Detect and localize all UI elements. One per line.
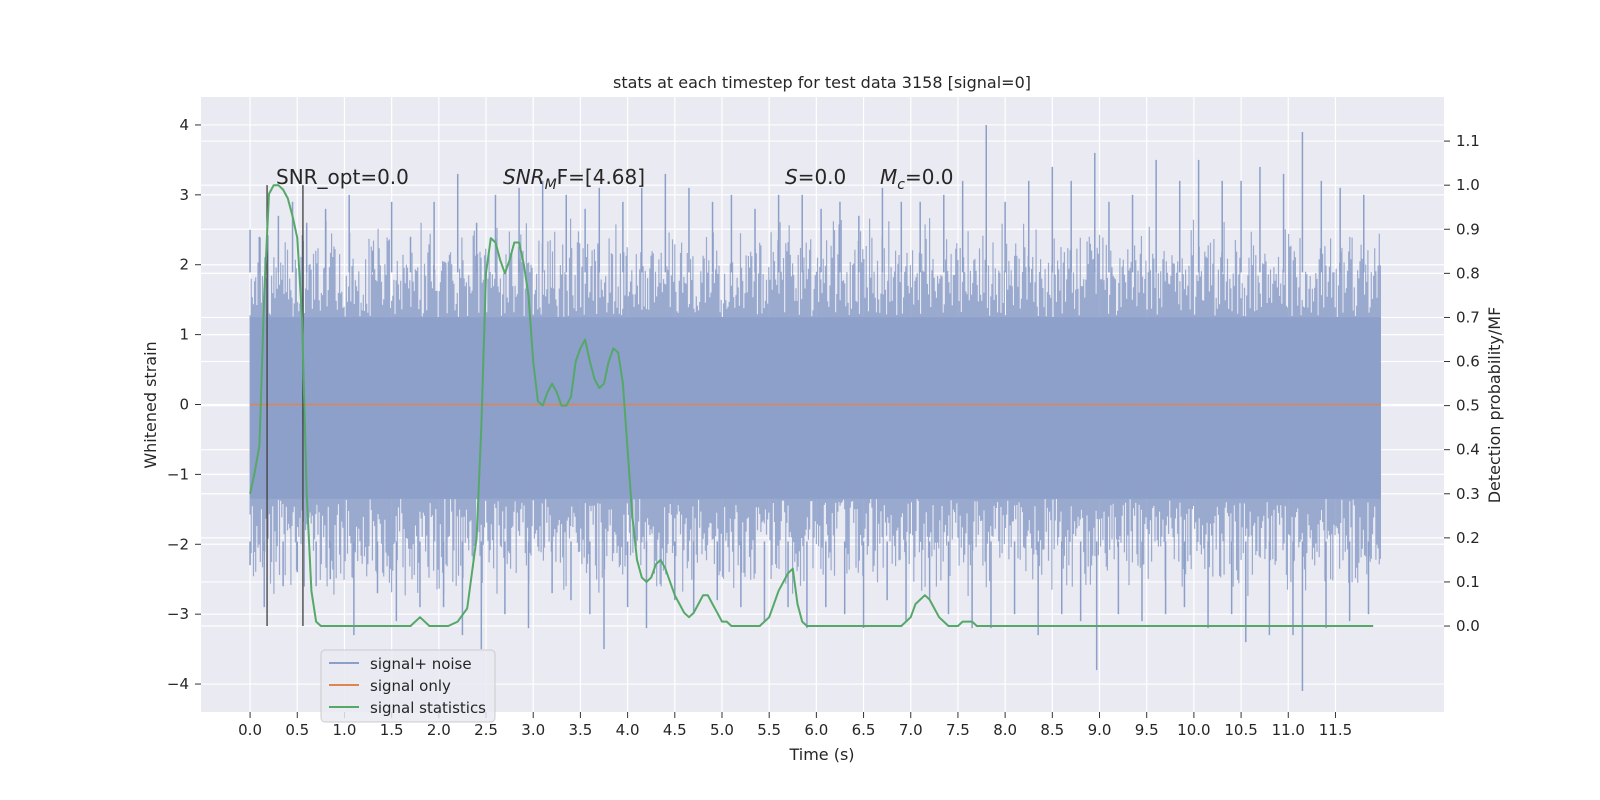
y-tick-label: −4 — [167, 675, 189, 693]
s-label: S — [785, 165, 798, 189]
y-tick-label: 0 — [179, 396, 189, 414]
snr-mf-prefix: SNR — [503, 165, 545, 189]
y2-tick-label: 0.7 — [1456, 308, 1480, 326]
y-tick-label: −3 — [167, 605, 189, 623]
y-tick-label: 2 — [179, 256, 189, 274]
snr-opt-annotation: SNR_opt=0.0 — [276, 165, 409, 189]
x-tick-label: 4.5 — [663, 721, 687, 739]
mc-annotation: Mc=0.0 — [880, 165, 954, 193]
x-tick-label: 11.5 — [1319, 721, 1352, 739]
chart-title: stats at each timestep for test data 315… — [613, 73, 1031, 92]
x-tick-label: 6.5 — [852, 721, 876, 739]
legend-label-signal: signal only — [370, 677, 451, 695]
y2-tick-label: 0.5 — [1456, 397, 1480, 415]
x-tick-label: 1.5 — [380, 721, 404, 739]
x-tick-label: 6.0 — [804, 721, 828, 739]
y2-tick-label: 0.1 — [1456, 573, 1480, 591]
x-axis-label: Time (s) — [788, 745, 854, 764]
x-tick-label: 10.0 — [1177, 721, 1210, 739]
y-tick-label: 1 — [179, 326, 189, 344]
y2-tick-label: 1.0 — [1456, 176, 1480, 194]
signal-statistics-line — [249, 184, 1374, 627]
x-tick-label: 3.0 — [521, 721, 545, 739]
legend-label-statistics: signal statistics — [370, 699, 486, 717]
y2-tick-label: 0.8 — [1456, 264, 1480, 282]
vertical-markers — [266, 185, 304, 627]
mc-label: M — [880, 165, 897, 189]
legend-label-noise: signal+ noise — [370, 655, 472, 673]
legend-box — [320, 649, 496, 723]
s-annotation: S=0.0 — [785, 165, 846, 189]
y2-tick-label: 0.9 — [1456, 220, 1480, 238]
y2-axis-ticks: 1.1 1.0 0.9 0.8 0.7 0.6 0.5 0.4 0.3 0.2 0.1 0.0 — [1444, 132, 1480, 635]
s-value: =0.0 — [798, 165, 847, 189]
y2-tick-label: 0.0 — [1456, 617, 1480, 635]
x-tick-label: 1.0 — [333, 721, 357, 739]
snr-mf-annotation: SNRMF=[4.68] — [503, 165, 645, 193]
x-tick-label: 2.5 — [474, 721, 498, 739]
snr-mf-suffix: F=[4.68] — [557, 165, 645, 189]
y2-tick-label: 0.6 — [1456, 353, 1480, 371]
x-tick-label: 11.0 — [1272, 721, 1305, 739]
y-tick-label: 4 — [179, 116, 189, 134]
x-tick-label: 0.5 — [285, 721, 309, 739]
y-tick-label: 3 — [179, 186, 189, 204]
signal-plus-noise-series — [249, 124, 1381, 692]
mc-value: =0.0 — [905, 165, 954, 189]
signal-statistics-series — [249, 184, 1374, 627]
x-tick-label: 9.0 — [1088, 721, 1112, 739]
legend: signal+ noise signal only signal statist… — [320, 649, 496, 723]
y2-tick-label: 0.2 — [1456, 529, 1480, 547]
mc-subscript: c — [897, 177, 905, 193]
y2-axis-label: Detection probability/MF — [1485, 307, 1504, 504]
y-tick-label: −2 — [167, 535, 189, 553]
x-tick-label: 0.0 — [238, 721, 262, 739]
x-tick-label: 5.5 — [757, 721, 781, 739]
y-axis-ticks: 4 3 2 1 0 −1 −2 −3 −4 — [167, 116, 201, 693]
x-tick-label: 3.5 — [568, 721, 592, 739]
y-axis-label: Whitened strain — [141, 341, 160, 468]
x-tick-label: 4.0 — [616, 721, 640, 739]
y2-tick-label: 0.4 — [1456, 441, 1480, 459]
x-tick-label: 7.0 — [899, 721, 923, 739]
x-tick-label: 5.0 — [710, 721, 734, 739]
y-tick-label: −1 — [167, 465, 189, 483]
x-tick-label: 10.5 — [1224, 721, 1257, 739]
x-tick-label: 2.0 — [427, 721, 451, 739]
x-tick-label: 7.5 — [946, 721, 970, 739]
y2-tick-label: 1.1 — [1456, 132, 1480, 150]
x-tick-label: 8.5 — [1040, 721, 1064, 739]
x-tick-label: 9.5 — [1135, 721, 1159, 739]
x-tick-label: 8.0 — [993, 721, 1017, 739]
snr-mf-subscript: M — [545, 177, 557, 193]
y2-tick-label: 0.3 — [1456, 485, 1480, 503]
x-axis-ticks: 0.0 0.5 1.0 1.5 2.0 2.5 3.0 3.5 4.0 4.5 5.0 5.5 6.0 6… — [238, 712, 1352, 739]
